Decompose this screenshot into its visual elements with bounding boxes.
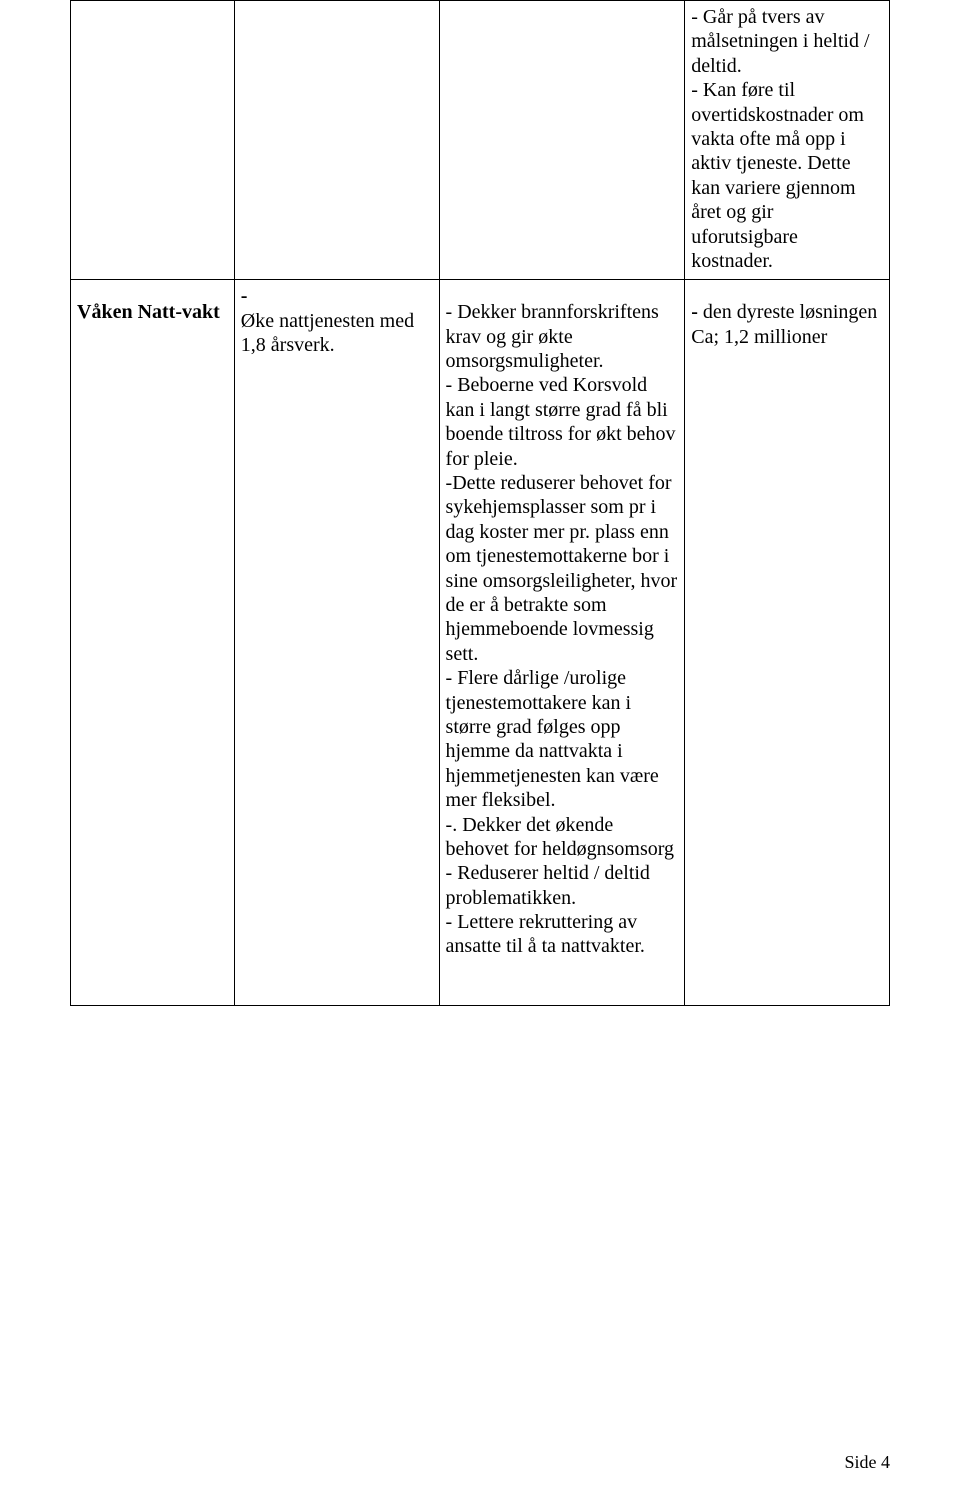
cell-r1-c1 xyxy=(71,1,235,280)
footer-page-number: 4 xyxy=(881,1452,890,1472)
row-title: Våken Natt-vakt xyxy=(77,300,228,324)
cell-prefix: - xyxy=(241,285,248,307)
cell-r1-c2 xyxy=(234,1,439,280)
content-table: - Går på tvers av målsetningen i heltid … xyxy=(70,0,890,1006)
table-row: - Går på tvers av målsetningen i heltid … xyxy=(71,1,890,280)
cell-text: - Dekker brannforskriftens krav og gir ø… xyxy=(446,300,679,959)
cell-r2-c2: - Øke nattjenesten med 1,8 årsverk. xyxy=(234,280,439,1006)
cell-bold-prefix: - xyxy=(691,301,703,323)
cell-text: - Går på tvers av målsetningen i heltid … xyxy=(691,5,883,273)
cell-r1-c3 xyxy=(439,1,685,280)
cell-r2-c3: - Dekker brannforskriftens krav og gir ø… xyxy=(439,280,685,1006)
cell-r1-c4: - Går på tvers av målsetningen i heltid … xyxy=(685,1,890,280)
page-footer: Side 4 xyxy=(844,1452,890,1473)
table-row: Våken Natt-vakt - Øke nattjenesten med 1… xyxy=(71,280,890,1006)
cell-r2-c4: - den dyreste løsningen Ca; 1,2 millione… xyxy=(685,280,890,1006)
cell-r2-c1: Våken Natt-vakt xyxy=(71,280,235,1006)
cell-text: den dyreste løsningen Ca; 1,2 millioner xyxy=(691,301,877,347)
footer-label: Side xyxy=(844,1452,881,1472)
cell-text: Øke nattjenesten med 1,8 årsverk. xyxy=(241,309,433,358)
document-page: - Går på tvers av målsetningen i heltid … xyxy=(0,0,960,1503)
